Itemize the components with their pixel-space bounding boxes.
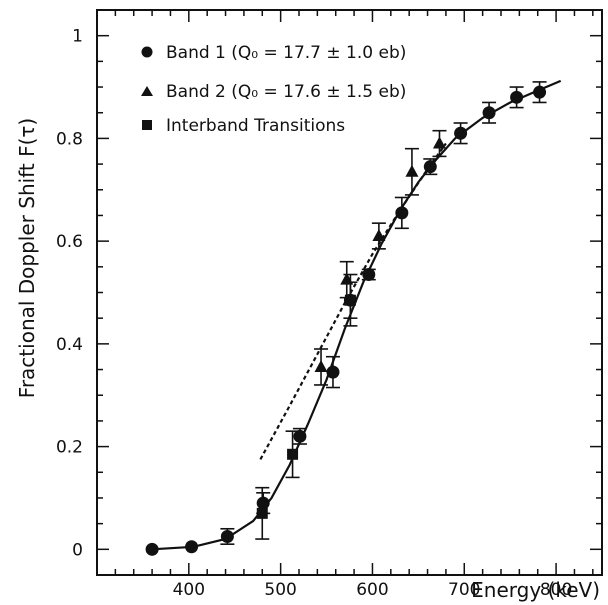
data-point-band1 <box>454 126 468 140</box>
y-tick-label: 0 <box>72 540 83 560</box>
y-tick-label: 1 <box>72 27 83 47</box>
x-tick-label: 800 <box>540 580 572 600</box>
data-point-band1 <box>482 106 496 120</box>
data-point-interband <box>256 507 268 519</box>
fit-curve-solid <box>152 79 562 551</box>
y-tick-label: 0.4 <box>56 335 83 355</box>
legend-marker-band2 <box>141 86 153 96</box>
data-point-band1 <box>533 85 547 99</box>
data-point-band1 <box>395 206 409 220</box>
data-point-band1 <box>510 90 524 104</box>
data-point-band2 <box>314 359 328 372</box>
legend: Band 1 (Q₀ = 17.7 ± 1.0 eb) Band 2 (Q₀ =… <box>141 43 406 136</box>
x-tick-label: 700 <box>448 580 480 600</box>
x-tick-label: 400 <box>173 580 205 600</box>
legend-marker-interband <box>142 120 152 130</box>
x-tick-label: 500 <box>264 580 296 600</box>
legend-label-band2: Band 2 (Q₀ = 17.6 ± 1.5 eb) <box>166 82 406 102</box>
fit-curve-dashed <box>259 142 447 460</box>
data-point-band2 <box>405 164 419 177</box>
data-point-band2 <box>372 229 386 241</box>
data-point-band2 <box>340 272 354 285</box>
data-point-band1 <box>326 365 340 379</box>
data-point-band1 <box>185 540 199 554</box>
data-point-band1 <box>256 496 270 510</box>
y-axis-title: Fractional Doppler Shift F(τ) <box>15 118 39 398</box>
data-point-band1 <box>220 529 234 543</box>
data-point-band2 <box>432 136 446 149</box>
y-tick-label: 0.6 <box>56 232 83 252</box>
data-point-band1 <box>362 268 376 282</box>
legend-marker-band1 <box>141 46 153 58</box>
data-point-band1 <box>293 429 307 443</box>
data-point-interband <box>344 294 356 306</box>
x-tick-label: 600 <box>356 580 388 600</box>
y-tick-label: 0.2 <box>56 438 83 458</box>
x-axis-title: Energy (keV) <box>471 578 600 602</box>
legend-label-interband: Interband Transitions <box>166 116 345 136</box>
data-point-band1 <box>145 542 159 556</box>
data-point-band1 <box>423 160 437 174</box>
legend-label-band1: Band 1 (Q₀ = 17.7 ± 1.0 eb) <box>166 43 406 63</box>
data-point-interband <box>287 448 299 460</box>
y-tick-label: 0.8 <box>56 129 83 149</box>
